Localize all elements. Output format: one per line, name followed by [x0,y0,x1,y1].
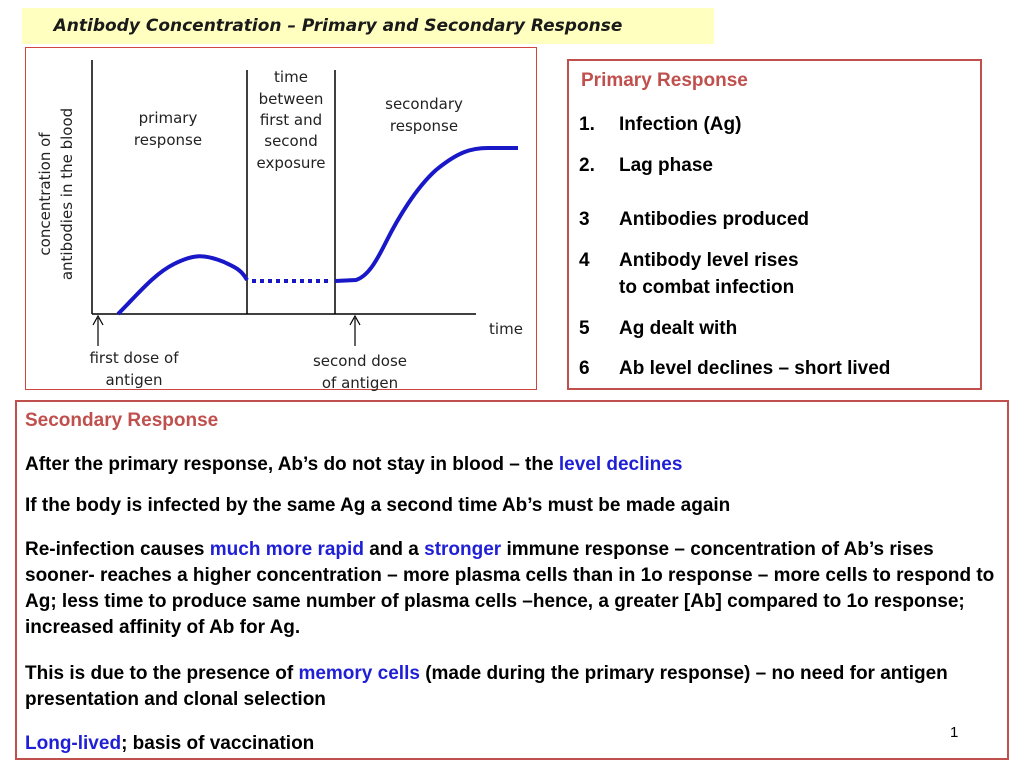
step-text: Antibody level rises [619,250,799,271]
step-text: Ab level declines – short lived [619,358,891,379]
text: After the primary response, Ab’s do not … [25,454,559,475]
y-axis-label-line2: antibodies in the blood [58,108,76,280]
secondary-response-curve [334,146,518,283]
between-label-line1: time [274,68,308,86]
y-axis-label-line1: concentration of [36,132,54,256]
primary-label-line2: response [134,131,202,149]
primary-step-5: 5 Ag dealt with [579,315,737,342]
first-dose-label-line1: first dose of [89,349,179,367]
between-label-line5: exposure [257,154,326,172]
second-dose-label-line1: second dose [313,352,407,370]
diagram-svg: concentration of antibodies in the blood… [36,60,523,391]
text: ; basis of vaccination [121,733,315,754]
title-bar: Antibody Concentration – Primary and Sec… [22,8,714,44]
page-number: 1 [950,724,959,741]
step-number: 5 [579,318,590,339]
text: If the body is infected by the same Ag a… [25,495,731,516]
emphasis-text: much more rapid [209,539,364,560]
primary-response-curve [116,254,249,316]
paragraph-memory-cells: This is due to the presence of memory ce… [25,661,1005,713]
first-dose-label-line2: antigen [105,371,162,389]
step-number: 2. [579,155,595,176]
secondary-label-line1: secondary [385,95,463,113]
primary-step-4: 4 Antibody level rises to combat infection [579,247,799,301]
step-number: 6 [579,358,590,379]
text: This is due to the presence of [25,663,299,684]
step-text: Ag dealt with [619,318,738,339]
text: Re-infection causes [25,539,210,560]
slide-title: Antibody Concentration – Primary and Sec… [53,16,623,36]
primary-step-6: 6 Ab level declines – short lived [579,355,890,382]
paragraph-second-infection: If the body is infected by the same Ag a… [25,493,1005,519]
text: immune response – concentration of Ab’s … [25,539,995,638]
secondary-response-box: Secondary Response After the primary res… [15,400,1009,760]
emphasis-text: memory cells [298,663,420,684]
primary-response-box: Primary Response 1. Infection (Ag) 2. Lag … [567,59,982,390]
second-dose-label-line2: of antigen [322,374,398,391]
second-dose-arrowhead [349,314,361,326]
primary-step-3: 3 Antibodies produced [579,206,809,233]
step-text: Infection (Ag) [619,114,742,135]
text: and a [363,539,425,560]
paragraph-level-declines: After the primary response, Ab’s do not … [25,452,1005,478]
primary-response-heading: Primary Response [581,70,748,91]
emphasis-text: Long-lived [25,733,122,754]
secondary-label-line2: response [390,117,458,135]
first-dose-arrowhead [92,314,104,326]
between-label-line2: between [259,90,324,108]
between-label-line3: first and [260,111,322,129]
step-number: 4 [579,250,590,271]
secondary-response-heading: Secondary Response [25,410,219,431]
step-number: 3 [579,209,590,230]
x-axis-label: time [489,320,523,338]
paragraph-reinfection: Re-infection causes much more rapid and … [25,537,1005,641]
primary-label-line1: primary [139,109,198,127]
text: (made during the primary response) – no … [25,663,948,710]
antibody-response-diagram: concentration of antibodies in the blood… [25,47,537,391]
emphasis-text: stronger [424,539,502,560]
paragraph-long-lived: Long-lived; basis of vaccination [25,731,1005,757]
primary-step-2: 2. Lag phase [579,152,713,179]
step-text: Antibodies produced [619,209,809,230]
step-text-line2: to combat infection [619,277,795,298]
step-number: 1. [579,114,595,135]
emphasis-text: level declines [558,454,683,475]
primary-step-1: 1. Infection (Ag) [579,111,741,138]
between-label-line4: second [264,132,318,150]
step-text: Lag phase [619,155,713,176]
